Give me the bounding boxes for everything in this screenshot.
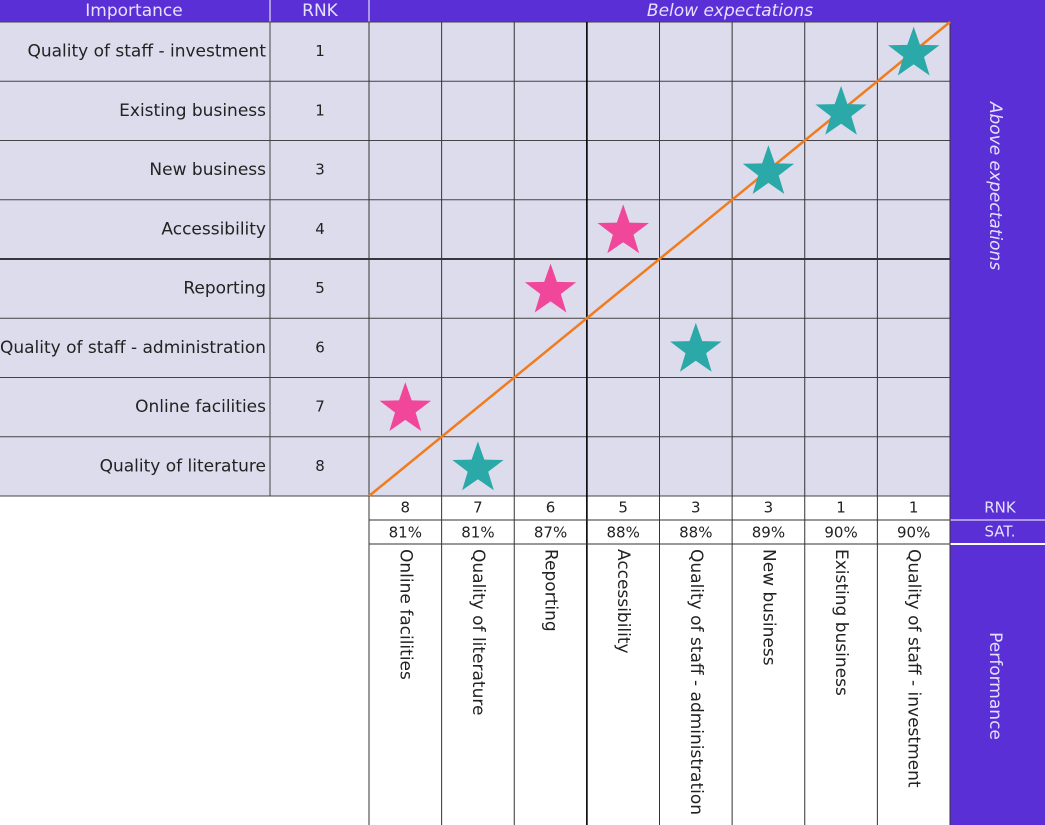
row-rank: 7 <box>315 398 325 416</box>
row-rank: 6 <box>315 338 325 356</box>
col-sat: 89% <box>752 524 785 542</box>
col-label: Existing business <box>831 549 851 696</box>
row-rank: 5 <box>315 279 325 297</box>
col-sat: 88% <box>607 524 640 542</box>
col-rank: 7 <box>473 499 483 517</box>
col-rank: 5 <box>618 499 628 517</box>
col-rank: 3 <box>764 499 774 517</box>
star <box>524 263 577 313</box>
row-label: Quality of staff - investment <box>27 42 266 62</box>
star <box>815 85 867 135</box>
col-sat: 90% <box>897 524 930 542</box>
col-label: Reporting <box>541 549 561 632</box>
rank-header: RNK <box>302 1 339 21</box>
star <box>670 322 722 372</box>
row-rank: 4 <box>315 220 325 238</box>
row-label: Quality of staff - administration <box>0 338 266 358</box>
col-sat: 88% <box>679 524 712 542</box>
col-rank: 6 <box>546 499 556 517</box>
below-header: Below expectations <box>647 1 813 21</box>
row-label: Online facilities <box>135 397 266 417</box>
row-rank: 3 <box>315 161 325 179</box>
star <box>452 441 504 491</box>
col-rank: 8 <box>401 499 411 517</box>
row-label: New business <box>149 160 266 180</box>
star <box>888 26 940 76</box>
col-label: New business <box>758 549 778 666</box>
star <box>597 204 649 254</box>
performance-header: Performance <box>985 632 1005 740</box>
rank-row-header: RNK <box>984 499 1017 517</box>
star <box>742 145 795 194</box>
col-label: Quality of staff - administration <box>686 549 706 815</box>
col-label: Quality of literature <box>468 549 488 715</box>
row-rank: 1 <box>315 101 325 119</box>
sat-row-header: SAT. <box>984 523 1015 541</box>
col-rank: 3 <box>691 499 701 517</box>
row-label: Existing business <box>119 101 266 121</box>
importance-header: Importance <box>85 1 182 21</box>
col-sat: 90% <box>824 524 857 542</box>
star <box>379 382 431 431</box>
diagonal <box>368 21 951 497</box>
col-rank: 1 <box>909 499 919 517</box>
row-rank: 8 <box>315 457 325 475</box>
col-label: Accessibility <box>613 549 633 654</box>
header-band <box>0 0 1045 22</box>
col-rank: 1 <box>836 499 846 517</box>
row-label: Reporting <box>183 279 266 299</box>
row-rank: 1 <box>315 42 325 60</box>
above-header: Above expectations <box>985 101 1005 271</box>
col-sat: 81% <box>389 524 422 542</box>
col-label: Online facilities <box>395 549 415 680</box>
col-sat: 87% <box>534 524 567 542</box>
col-label: Quality of staff - investment <box>904 549 924 788</box>
side-band <box>950 0 1045 825</box>
col-sat: 81% <box>461 524 494 542</box>
row-label: Accessibility <box>161 219 266 239</box>
row-label: Quality of literature <box>100 456 266 476</box>
